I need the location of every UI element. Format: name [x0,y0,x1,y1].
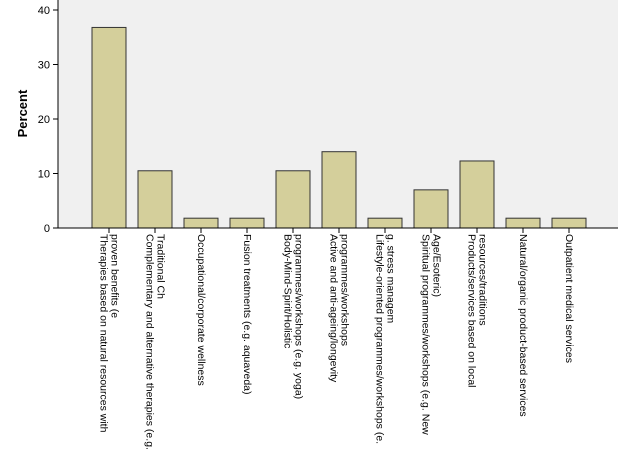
x-tick-label: Therapies based on natural resources wit… [98,234,121,433]
bar [275,170,311,229]
y-axis: 0 10 20 30 40 [38,0,59,235]
x-tick-label: Occupational/corporate wellness [195,234,207,386]
bar [229,217,265,229]
bar [551,217,587,229]
x-tick-label: Products/services based on localresource… [466,234,489,388]
x-axis: Therapies based on natural resources wit… [58,227,618,450]
y-tick-label: 10 [38,169,50,181]
bar [137,170,173,229]
y-tick-label: 30 [38,60,50,72]
bar [459,160,495,229]
bar [505,217,541,229]
x-tick-label: Fusion treatments (e.g. aquaveda) [241,234,253,395]
y-axis-label: Percent [15,89,30,137]
bar [321,151,357,229]
bar [183,217,219,229]
y-tick-label: 40 [38,5,50,17]
x-tick-label: Outpatient medical services [563,234,575,363]
bar [367,217,403,229]
x-tick-label: Natural/organic product-based services [517,234,529,417]
x-tick-label: Complementary and alternative therapies … [144,234,167,450]
bar [413,189,449,229]
bars-group [91,26,587,229]
y-tick-label: 20 [38,114,50,126]
x-tick-label: Body-Mind-Spirit/Holisticprogrammes/work… [282,234,305,399]
x-tick-label: Lifestyle-oriented programmes/workshops … [374,234,397,444]
bar [91,26,127,229]
y-tick-label: 0 [44,223,50,235]
x-tick-label: Spiritual programmes/workshops (e.g. New… [420,234,443,435]
x-tick-label: Active and anti-ageing/longevityprogramm… [328,234,351,383]
